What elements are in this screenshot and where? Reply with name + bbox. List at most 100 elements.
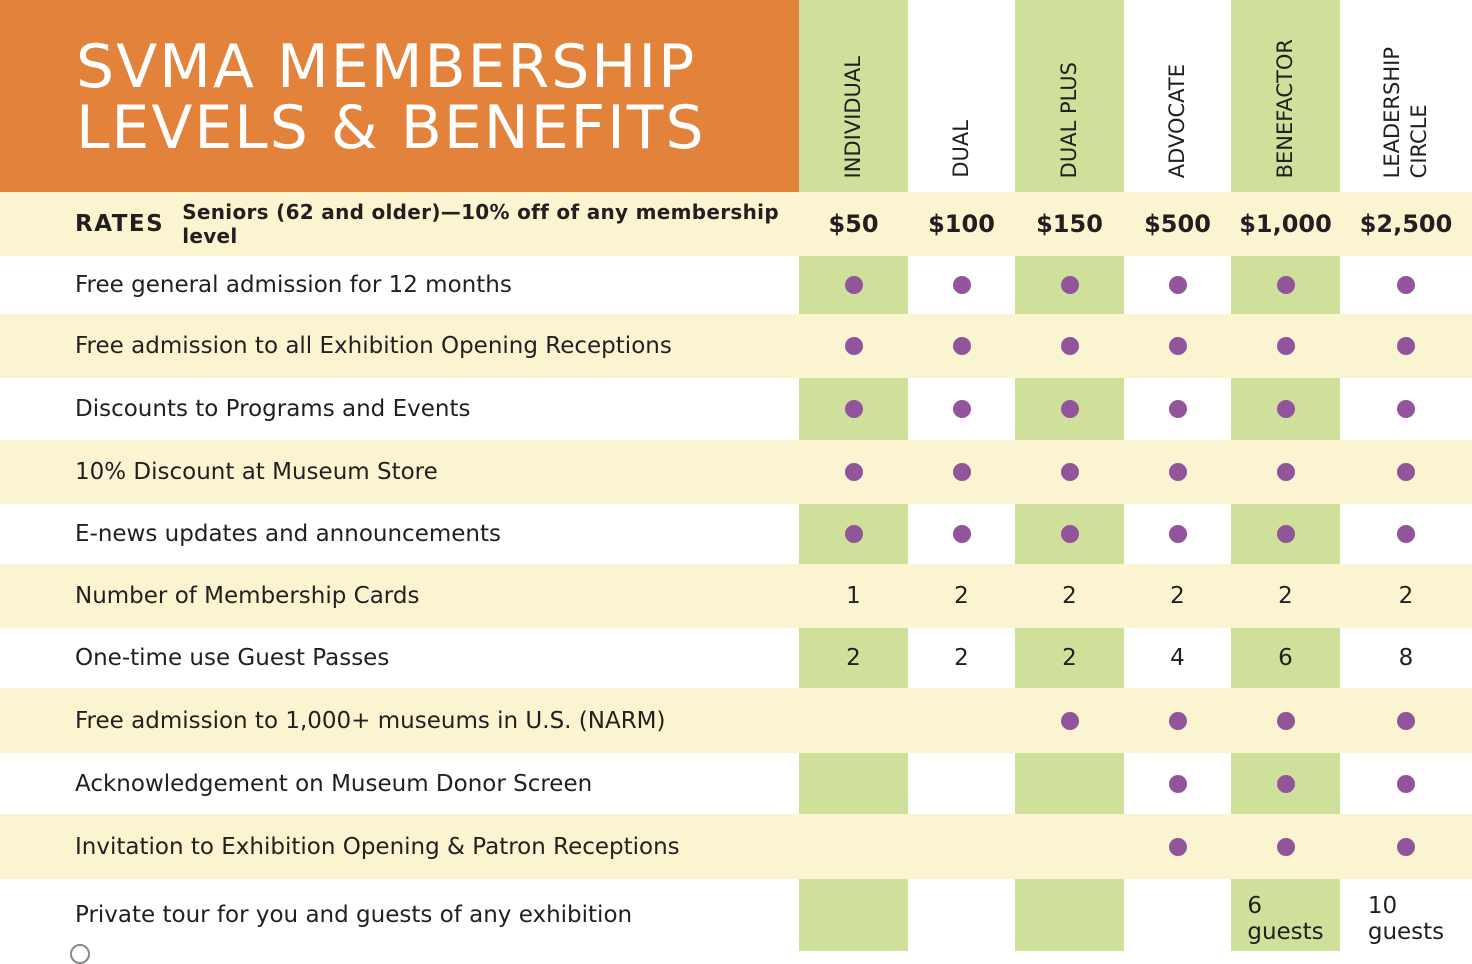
benefit-cell	[799, 314, 908, 378]
included-dot-icon	[952, 463, 971, 481]
benefit-label: Invitation to Exhibition Opening & Patro…	[0, 814, 799, 879]
benefit-cell	[1340, 256, 1472, 314]
benefit-value: 2	[1398, 583, 1414, 609]
level-name: ADVOCATE	[1164, 64, 1191, 178]
level-header-benefactor: BENEFACTOR	[1231, 0, 1340, 192]
benefit-cell: 2	[908, 564, 1015, 628]
benefit-label-text: Free admission to all Exhibition Opening…	[75, 333, 672, 359]
benefit-label-text: Number of Membership Cards	[75, 583, 420, 609]
level-name: INDIVIDUAL	[840, 56, 867, 178]
included-dot-icon	[1060, 525, 1079, 543]
benefit-cell	[1340, 378, 1472, 440]
level-name-line: INDIVIDUAL	[841, 55, 865, 178]
benefit-cell	[1340, 440, 1472, 504]
benefit-label-text: E-news updates and announcements	[75, 521, 501, 547]
level-name-line: CIRCLE	[1407, 103, 1431, 178]
benefit-cell	[1015, 378, 1124, 440]
included-dot-icon	[1168, 525, 1187, 543]
page-corner-mark	[70, 944, 90, 964]
included-dot-icon	[1397, 276, 1415, 294]
included-dot-icon	[1276, 711, 1295, 730]
benefit-cell: 4	[1124, 628, 1231, 688]
level-name: BENEFACTOR	[1272, 39, 1299, 178]
included-dot-icon	[1397, 463, 1415, 481]
benefit-cell: 2	[1340, 564, 1472, 628]
rate-cell-individual: $50	[799, 192, 908, 256]
benefit-cell	[1015, 814, 1124, 879]
level-header-leadership-circle: LEADERSHIP CIRCLE	[1340, 0, 1472, 192]
benefit-cell: 2	[1231, 564, 1340, 628]
benefit-cell: 6 guests	[1231, 879, 1340, 951]
level-name-line: ADVOCATE	[1165, 63, 1189, 178]
benefit-cell	[908, 314, 1015, 378]
benefit-label: Private tour for you and guests of any e…	[0, 879, 799, 951]
benefit-value: 1	[846, 583, 861, 609]
benefit-cell	[1340, 753, 1472, 814]
rate-price: $150	[1036, 210, 1103, 238]
benefit-value: 8	[1398, 645, 1414, 671]
included-dot-icon	[1276, 525, 1295, 543]
included-dot-icon	[1276, 400, 1295, 418]
benefit-cell	[908, 440, 1015, 504]
level-name: DUAL PLUS	[1056, 62, 1083, 178]
rate-cell-dual-plus: $150	[1015, 192, 1124, 256]
included-dot-icon	[1276, 337, 1295, 355]
benefit-cell	[1340, 504, 1472, 564]
benefit-cell	[1231, 440, 1340, 504]
benefit-cell	[1124, 688, 1231, 753]
included-dot-icon	[1060, 463, 1079, 481]
benefit-cell	[1231, 753, 1340, 814]
benefit-cell	[799, 879, 908, 951]
benefit-cell	[1015, 753, 1124, 814]
benefit-label: Number of Membership Cards	[0, 564, 799, 628]
level-name: DUAL	[948, 120, 975, 178]
benefit-cell: 2	[1124, 564, 1231, 628]
benefit-cell	[1231, 814, 1340, 879]
benefit-label-text: One-time use Guest Passes	[75, 645, 390, 671]
benefit-value: 6 guests	[1247, 893, 1324, 945]
included-dot-icon	[952, 337, 971, 355]
benefit-cell	[1340, 314, 1472, 378]
benefit-value: 10 guests	[1367, 893, 1445, 945]
benefit-cell	[1231, 256, 1340, 314]
benefit-value: 4	[1170, 645, 1185, 671]
level-header-individual: INDIVIDUAL	[799, 0, 908, 192]
included-dot-icon	[1060, 400, 1079, 418]
included-dot-icon	[1397, 837, 1415, 856]
included-dot-icon	[1168, 774, 1187, 793]
benefit-label-text: 10% Discount at Museum Store	[75, 459, 438, 485]
rate-cell-dual: $100	[908, 192, 1015, 256]
level-name: LEADERSHIP CIRCLE	[1379, 47, 1433, 178]
benefit-label: One-time use Guest Passes	[0, 628, 799, 688]
benefit-label: Free general admission for 12 months	[0, 256, 799, 314]
benefit-cell	[799, 688, 908, 753]
benefit-value: 2	[1062, 645, 1077, 671]
included-dot-icon	[844, 400, 863, 418]
benefit-cell	[799, 504, 908, 564]
rate-cell-leadership-circle: $2,500	[1340, 192, 1472, 256]
page-title-block: SVMA MEMBERSHIP LEVELS & BENEFITS	[0, 0, 799, 192]
benefit-cell	[1231, 314, 1340, 378]
rate-price: $500	[1144, 210, 1211, 238]
included-dot-icon	[1060, 711, 1079, 730]
benefit-cell	[1340, 688, 1472, 753]
level-header-dual-plus: DUAL PLUS	[1015, 0, 1124, 192]
level-name-line: LEADERSHIP	[1380, 46, 1404, 178]
included-dot-icon	[1397, 711, 1415, 730]
benefit-label: 10% Discount at Museum Store	[0, 440, 799, 504]
benefit-cell: 2	[799, 628, 908, 688]
level-name-line: BENEFACTOR	[1273, 38, 1297, 178]
benefit-value: 2	[1278, 583, 1293, 609]
benefit-cell	[1124, 504, 1231, 564]
benefit-cell	[1124, 314, 1231, 378]
included-dot-icon	[1168, 837, 1187, 856]
benefit-cell	[1231, 504, 1340, 564]
rate-price: $1,000	[1239, 210, 1332, 238]
benefit-cell	[1124, 879, 1231, 951]
benefit-cell	[1124, 440, 1231, 504]
rate-cell-advocate: $500	[1124, 192, 1231, 256]
benefit-cell: 2	[1015, 628, 1124, 688]
included-dot-icon	[952, 525, 971, 543]
benefit-cell	[1231, 378, 1340, 440]
